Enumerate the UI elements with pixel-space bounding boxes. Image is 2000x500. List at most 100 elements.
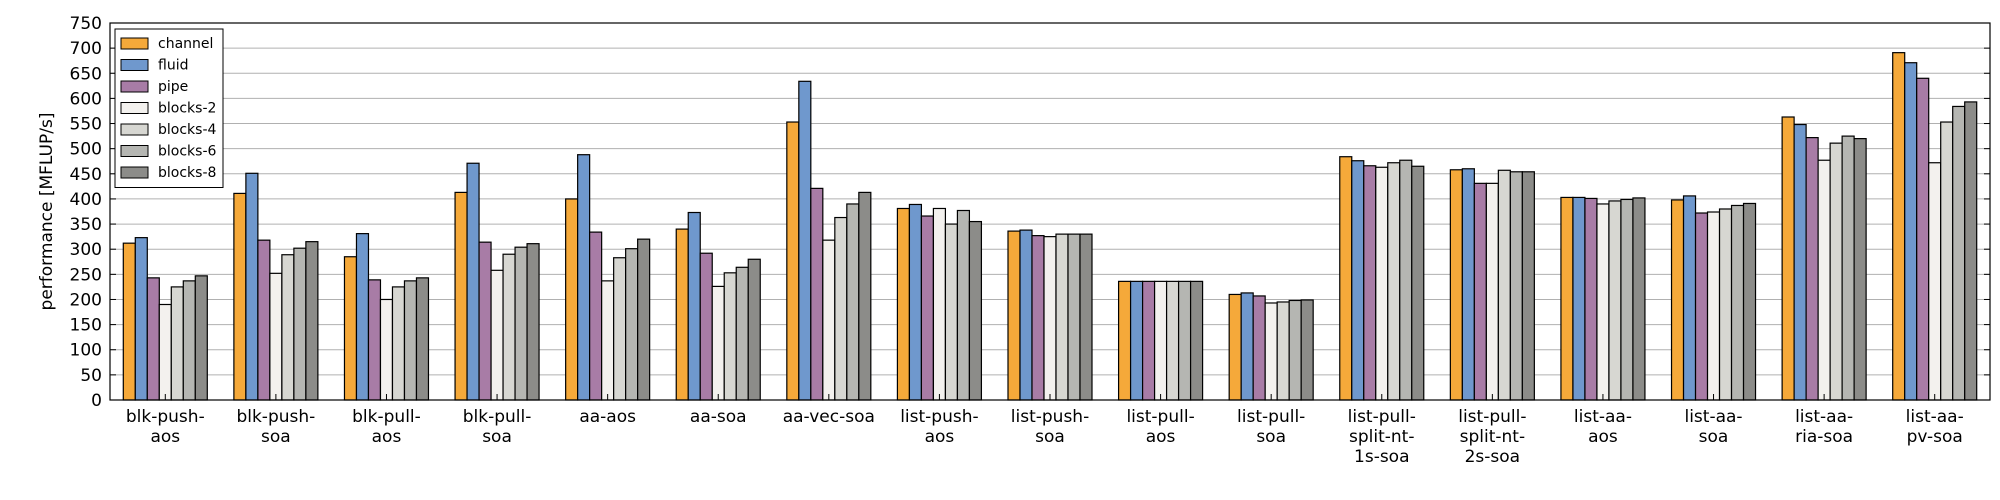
y-tick-label: 550 bbox=[70, 115, 102, 135]
x-category-label: list-aa-pv-soa bbox=[1906, 407, 1964, 447]
y-tick-label: 450 bbox=[70, 165, 102, 185]
y-axis-ticks: 0 50 100 150 200 250 300 350 400 450 500 550 600 650 7… bbox=[70, 14, 1990, 411]
x-category-label: blk-pull-soa bbox=[463, 407, 532, 447]
bar-blocks-6 bbox=[1841, 135, 1855, 401]
bar-blocks-4 bbox=[1387, 162, 1401, 401]
x-category-label-line: list-aa- bbox=[1574, 407, 1632, 427]
bar-blocks-2 bbox=[1485, 182, 1499, 401]
y-tick-label: 250 bbox=[70, 265, 102, 285]
x-axis-category-labels: blk-push-aosblk-push-soablk-pull-aosblk-… bbox=[126, 407, 1964, 467]
bar-blocks-8 bbox=[305, 241, 319, 401]
x-category-label-line: aa-aos bbox=[579, 407, 636, 427]
bar-fluid bbox=[798, 80, 812, 401]
x-category-label: blk-push-aos bbox=[126, 407, 205, 447]
bar-blocks-6 bbox=[1067, 233, 1081, 401]
bar-blocks-2 bbox=[158, 303, 172, 401]
bar-channel bbox=[1781, 116, 1795, 401]
x-category-label-line: aos bbox=[1146, 427, 1176, 447]
x-category-label: blk-push-soa bbox=[236, 407, 315, 447]
x-category-label-line: pv-soa bbox=[1907, 427, 1963, 447]
bar-fluid bbox=[687, 211, 701, 401]
bar-blocks-4 bbox=[1497, 169, 1511, 401]
bar-pipe bbox=[146, 277, 160, 401]
y-tick-label: 100 bbox=[70, 341, 102, 361]
bar-blocks-4 bbox=[944, 223, 959, 401]
legend-label-fluid: fluid bbox=[158, 58, 188, 74]
x-category-label-line: aos bbox=[1588, 427, 1618, 447]
x-category-label-line: blk-push- bbox=[126, 407, 205, 427]
legend-label-blocks-8: blocks-8 bbox=[158, 165, 216, 181]
bar-fluid bbox=[577, 154, 591, 401]
bar-blocks-2 bbox=[1043, 236, 1057, 401]
bar-pipe bbox=[1473, 182, 1487, 401]
bar-blocks-2 bbox=[1817, 159, 1831, 401]
bar-blocks-4 bbox=[1718, 208, 1733, 401]
x-category-label: list-pull-split-nt-2s-soa bbox=[1458, 407, 1526, 467]
x-category-label-line: aos bbox=[372, 427, 402, 447]
bar-pipe bbox=[810, 187, 824, 401]
bar-blocks-4 bbox=[834, 216, 848, 401]
bar-blocks-8 bbox=[1964, 101, 1978, 401]
bar-channel bbox=[1228, 293, 1242, 401]
bar-blocks-2 bbox=[269, 272, 283, 401]
bar-blocks-4 bbox=[1940, 121, 1954, 401]
bar-channel bbox=[1560, 196, 1574, 401]
bar-pipe bbox=[1031, 235, 1045, 401]
bar-blocks-4 bbox=[502, 253, 516, 401]
bar-blocks-6 bbox=[1509, 171, 1523, 401]
bar-pipe bbox=[257, 239, 271, 401]
bar-blocks-6 bbox=[1399, 159, 1413, 401]
bar-fluid bbox=[1351, 160, 1365, 401]
bar-blocks-2 bbox=[1375, 166, 1389, 401]
legend-label-pipe: pipe bbox=[158, 79, 188, 95]
x-category-label: list-pull-split-nt-1s-soa bbox=[1348, 407, 1416, 467]
bar-fluid bbox=[908, 203, 923, 401]
bar-blocks-6 bbox=[846, 203, 860, 401]
bar-blocks-8 bbox=[415, 277, 430, 401]
x-category-label-line: aa-soa bbox=[690, 407, 747, 427]
x-category-label-line: aa-vec-soa bbox=[783, 407, 875, 427]
legend-label-blocks-6: blocks-6 bbox=[158, 144, 216, 160]
y-axis-title: performance [MFLUP/s] bbox=[37, 113, 57, 311]
bar-pipe bbox=[1141, 280, 1156, 401]
bar-fluid bbox=[1904, 62, 1918, 401]
bar-blocks-6 bbox=[625, 248, 639, 401]
bar-blocks-8 bbox=[747, 258, 761, 401]
bar-channel bbox=[233, 192, 247, 401]
bar-fluid bbox=[1461, 168, 1475, 401]
x-category-label-line: aos bbox=[150, 427, 180, 447]
x-category-label: list-pull-soa bbox=[1237, 407, 1305, 447]
bar-blocks-6 bbox=[514, 246, 528, 401]
x-category-label-line: 1s-soa bbox=[1354, 447, 1409, 467]
y-tick-label: 350 bbox=[70, 215, 102, 235]
bar-blocks-6 bbox=[1952, 105, 1966, 401]
bar-pipe bbox=[1584, 197, 1598, 401]
bar-pipe bbox=[589, 231, 603, 401]
bar-fluid bbox=[1572, 196, 1586, 401]
bar-pipe bbox=[478, 241, 492, 401]
x-category-label-line: list-pull- bbox=[1237, 407, 1305, 427]
bar-blocks-4 bbox=[1276, 301, 1290, 401]
bar-pipe bbox=[1363, 165, 1377, 401]
bar-pipe bbox=[699, 252, 713, 401]
x-category-label-line: soa bbox=[482, 427, 512, 447]
bar-fluid bbox=[245, 172, 259, 401]
bar-blocks-2 bbox=[711, 285, 725, 401]
bar-blocks-4 bbox=[281, 254, 295, 401]
bar-blocks-2 bbox=[601, 280, 615, 401]
y-tick-label: 750 bbox=[70, 14, 102, 34]
bar-fluid bbox=[355, 233, 370, 401]
x-category-label: list-aa-soa bbox=[1684, 407, 1742, 447]
bar-blocks-4 bbox=[1055, 233, 1069, 401]
bar-blocks-4 bbox=[391, 286, 406, 401]
bar-pipe bbox=[367, 279, 382, 401]
legend-swatch-fluid bbox=[120, 59, 149, 71]
bar-blocks-4 bbox=[613, 257, 627, 401]
bar-blocks-2 bbox=[1928, 162, 1942, 401]
bar-blocks-8 bbox=[858, 191, 872, 401]
bars bbox=[122, 52, 1978, 401]
legend-swatch-channel bbox=[120, 37, 149, 50]
y-tick-label: 700 bbox=[70, 39, 102, 59]
bar-blocks-8 bbox=[1632, 197, 1646, 401]
bar-blocks-6 bbox=[403, 280, 418, 401]
